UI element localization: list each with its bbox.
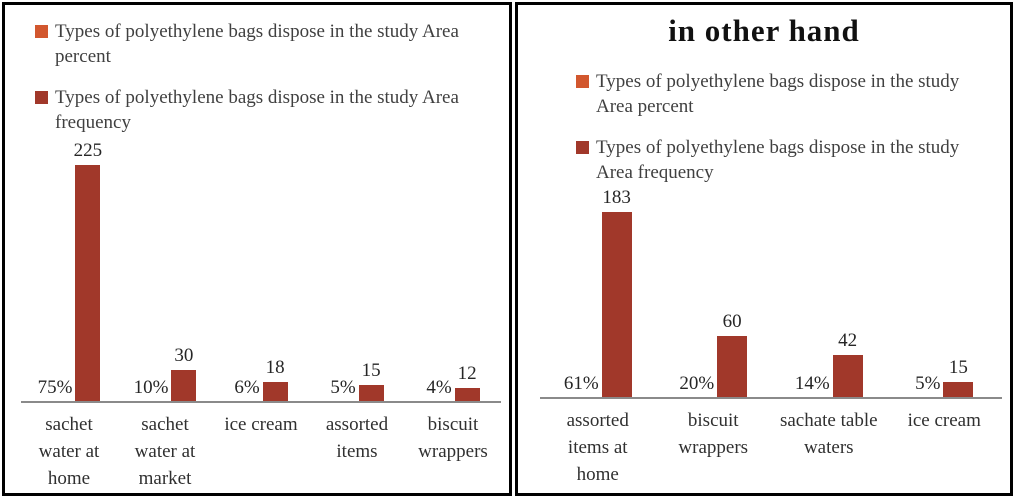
right-chart-category-axis: assorted items at home biscuit wrappers sacha… — [540, 399, 1002, 493]
bar-wrap: 12 — [454, 363, 480, 402]
frequency-data-label: 15 — [361, 360, 381, 382]
chart-column: 5% 15 — [887, 357, 1003, 398]
percent-data-label: 61% — [563, 373, 599, 395]
frequency-data-label: 42 — [838, 330, 858, 352]
frequency-data-label: 60 — [722, 311, 742, 333]
bar-wrap: 30 — [171, 345, 197, 402]
legend-item-percent: Types of polyethylene bags dispose in th… — [576, 69, 1000, 119]
right-chart-legend: Types of polyethylene bags dispose in th… — [576, 69, 1000, 185]
bar-group: 75% 225 — [37, 140, 102, 402]
right-chart-panel: in other hand Types of polyethylene bags… — [515, 2, 1013, 496]
percent-data-label: 14% — [794, 373, 830, 395]
percent-data-label: 10% — [133, 377, 169, 399]
legend-item-frequency: Types of polyethylene bags dispose in th… — [576, 135, 1000, 185]
category-label: ice cream — [907, 410, 981, 432]
frequency-bar — [171, 370, 197, 402]
bar-group: 4% 12 — [426, 363, 480, 402]
legend-label: Types of polyethylene bags dispose in th… — [596, 137, 960, 184]
bar-group: 6% 18 — [234, 357, 288, 402]
legend-item-frequency: Types of polyethylene bags dispose in th… — [35, 85, 499, 135]
percent-series-swatch-icon — [35, 25, 48, 38]
left-chart-plot: 75% 225 10% 30 6% 18 5% 15 4% 12 sachet water at ho… — [5, 135, 509, 493]
category-label: ice cream — [224, 414, 298, 436]
frequency-series-swatch-icon — [35, 91, 48, 105]
percent-data-label: 4% — [426, 377, 452, 399]
frequency-bar — [454, 388, 480, 402]
percent-data-label: 6% — [234, 377, 260, 399]
left-chart-legend: Types of polyethylene bags dispose in th… — [35, 19, 499, 135]
chart-column: 5% 15 — [309, 360, 405, 402]
chart-column: 14% 42 — [771, 330, 887, 398]
percent-data-label: 5% — [915, 373, 941, 395]
bar-group: 14% 42 — [794, 330, 863, 398]
bar-wrap: 60 — [717, 311, 748, 398]
frequency-bar — [358, 385, 384, 402]
chart-column: 20% 60 — [656, 311, 772, 398]
percent-series-swatch-icon — [576, 75, 589, 88]
percent-data-label: 5% — [330, 377, 356, 399]
bar-wrap: 15 — [943, 357, 974, 398]
chart-title: in other hand — [668, 13, 860, 48]
category-label: sachate table waters — [779, 410, 878, 459]
left-chart-panel: Types of polyethylene bags dispose in th… — [2, 2, 512, 496]
chart-column: 75% 225 — [21, 140, 117, 402]
legend-label: Types of polyethylene bags dispose in th… — [596, 71, 960, 118]
bar-wrap: 18 — [262, 357, 288, 402]
right-chart-bars: 61% 183 20% 60 14% 42 5% 15 — [540, 187, 1003, 400]
category-label: biscuit wrappers — [678, 410, 749, 459]
frequency-data-label: 30 — [174, 345, 194, 367]
category-label: sachet water at market — [134, 414, 196, 490]
bar-group: 10% 30 — [133, 345, 197, 402]
bar-wrap: 183 — [601, 187, 632, 398]
frequency-bar — [75, 165, 101, 402]
percent-data-label: 20% — [679, 373, 715, 395]
chart-column: 4% 12 — [405, 363, 501, 402]
category-label: assorted items — [325, 414, 389, 463]
bar-group: 61% 183 — [563, 187, 632, 398]
category-label: biscuit wrappers — [418, 414, 488, 463]
legend-item-percent: Types of polyethylene bags dispose in th… — [35, 19, 499, 69]
frequency-data-label: 12 — [457, 363, 477, 385]
category-label: sachet water at home — [38, 414, 100, 490]
legend-label: Types of polyethylene bags dispose in th… — [55, 21, 459, 68]
left-chart-bars: 75% 225 10% 30 6% 18 5% 15 4% 12 — [21, 135, 501, 404]
right-chart-plot: 61% 183 20% 60 14% 42 5% 15 assorted items at hom… — [518, 187, 1010, 493]
frequency-bar — [262, 382, 288, 402]
bar-wrap: 15 — [358, 360, 384, 402]
chart-column: 6% 18 — [213, 357, 309, 402]
frequency-data-label: 225 — [73, 140, 103, 162]
frequency-data-label: 15 — [948, 357, 968, 379]
category-label: assorted items at home — [566, 410, 629, 486]
bar-group: 5% 15 — [915, 357, 974, 398]
frequency-bar — [717, 336, 748, 398]
percent-data-label: 75% — [37, 377, 73, 399]
frequency-bar — [943, 382, 974, 398]
legend-label: Types of polyethylene bags dispose in th… — [55, 87, 459, 134]
frequency-bar — [601, 212, 632, 398]
chart-column: 61% 183 — [540, 187, 656, 398]
left-chart-category-axis: sachet water at home sachet water at market ic… — [21, 403, 501, 493]
frequency-data-label: 183 — [602, 187, 631, 209]
frequency-bar — [832, 355, 863, 398]
frequency-data-label: 18 — [265, 357, 285, 379]
frequency-series-swatch-icon — [576, 141, 589, 155]
bar-group: 20% 60 — [679, 311, 748, 398]
bar-wrap: 42 — [832, 330, 863, 398]
bar-wrap: 225 — [74, 140, 102, 402]
chart-column: 10% 30 — [117, 345, 213, 402]
bar-group: 5% 15 — [330, 360, 384, 402]
